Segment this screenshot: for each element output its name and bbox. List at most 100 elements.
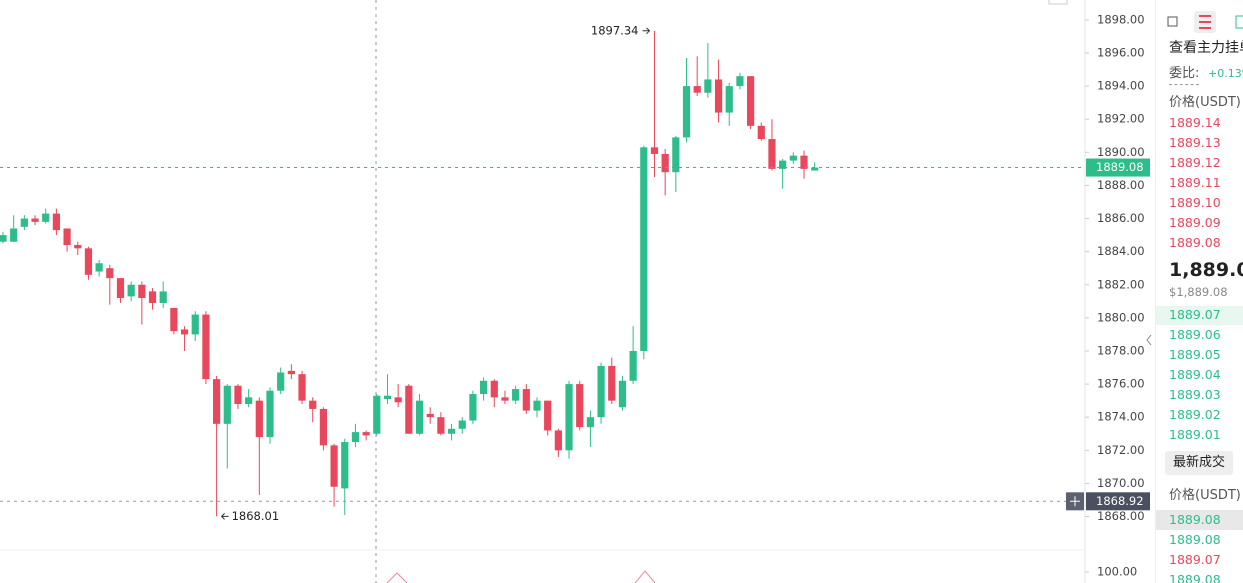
candle-body [95,263,103,272]
candle-body [533,400,541,411]
y-tick-label: 1876.00 [1097,377,1145,391]
crosshair-box [1086,492,1150,511]
candle-body [255,400,263,438]
signal-marker [634,570,656,583]
candle-body [138,284,146,299]
y-tick-label: 1890.00 [1097,145,1145,159]
candle-body [298,374,306,401]
candle-body [341,442,349,489]
y-tick-label: 1872.00 [1097,443,1145,457]
y-tick-label: 1898.00 [1097,12,1145,26]
candle-body [319,408,327,446]
toolbar [1167,11,1243,33]
y-tick-label: 1884.00 [1097,244,1145,258]
candle-body [672,137,680,173]
ask-price: 1889.10 [1169,195,1221,210]
candle-body [501,397,509,401]
candle-body [661,153,669,173]
last-price: 1,889.08 [1169,259,1243,281]
candle-body [714,79,723,113]
order-book: 查看主力挂单委比: +0.13% 价格(USDT) 1889.14 1889.13 188… [1155,0,1243,583]
y-tick-label: 1868.00 [1097,509,1145,523]
candle-body [148,291,157,303]
ask-price: 1889.14 [1169,115,1221,130]
candle-body [20,218,28,227]
candle-body [223,385,231,424]
signal-marker [386,572,408,583]
ask-price: 1889.12 [1169,155,1221,170]
candle-body [202,314,210,380]
candle-body [779,160,787,169]
corner-icon [1048,0,1068,5]
candle-body [811,167,819,171]
icon[interactable] [1167,16,1178,27]
candle-body [42,213,50,222]
candle-body [266,390,274,438]
price-header: 价格(USDT) [1169,95,1241,110]
candle-body [522,389,530,411]
candle-body [287,370,295,375]
trades-button[interactable]: 最新成交 [1165,451,1234,475]
ask-price: 1889.08 [1169,235,1221,250]
candle-body [426,413,434,418]
crosshair-plus [1070,496,1080,507]
candle-body [565,384,573,451]
panel-title: 查看主力挂单 [1169,40,1243,56]
candle-body [362,432,370,436]
y-tick-label: 1894.00 [1097,79,1145,93]
candle-body [512,389,520,401]
bid-price: 1889.07 [1169,307,1221,322]
candle-body [127,284,135,297]
candle-body [586,417,594,428]
candle-body [725,86,733,113]
candle-body [469,394,477,421]
candle-body [704,79,712,93]
candle-body [544,400,552,431]
bid-price: 1889.04 [1169,367,1221,382]
icon[interactable] [1235,15,1243,29]
crosshair-label: 1868.92 [1096,494,1144,508]
bid-price: 1889.02 [1169,407,1221,422]
high-arrow [642,27,651,35]
candle-body [693,86,701,93]
candle-body [159,291,167,303]
candle-body [84,248,93,275]
high-annotation: 1897.34 [591,23,639,37]
candle-body [800,155,808,169]
candle-body [405,385,413,434]
collapse-handle[interactable] [1146,334,1152,346]
candle-body [757,125,765,140]
candle-body [789,155,797,161]
candle-body [458,420,466,429]
last-price-box [1086,158,1150,177]
last-price-label: 1889.08 [1096,160,1144,174]
candle-body [170,307,178,332]
y-tick-label: 1896.00 [1097,45,1145,59]
ratio-value: +0.13% [1208,67,1243,80]
candle-body [490,380,498,398]
candle-body [768,139,776,169]
chart: 1868.00 1870.00 1872.00 1874.00 1876.00 1878.… [0,0,1152,583]
low-arrow [220,513,229,520]
ask-price: 1889.09 [1169,215,1221,230]
bid-price: 1889.03 [1169,387,1221,402]
candle-body [351,432,360,443]
trade-price: 1889.08 [1169,572,1221,583]
candle-body [608,365,616,401]
candle-body [277,372,285,391]
candle-body [63,228,71,246]
candle-body [640,147,648,351]
candle-body [480,380,488,395]
candle-body [191,314,199,335]
candle-body [629,350,637,381]
bid-highlight [1156,306,1243,325]
y-tick-label: 1878.00 [1097,343,1145,357]
candle-body [116,278,125,299]
candle-body [74,245,82,249]
y-tick-label: 1874.00 [1097,410,1145,424]
candle-body [597,365,605,418]
y-tick-label: 1888.00 [1097,178,1145,192]
lower-tick-label: 100.00 [1097,565,1137,579]
